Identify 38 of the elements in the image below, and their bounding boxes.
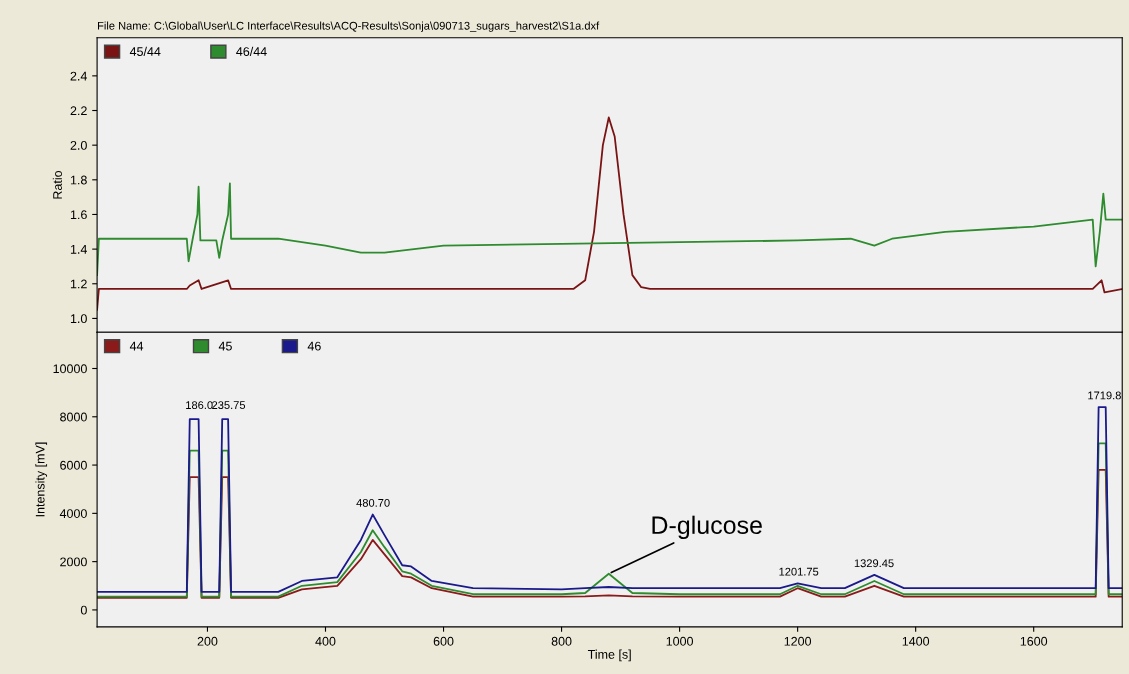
x-tick-label: 1600: [1020, 636, 1048, 646]
y-tick-label: 1.4: [70, 245, 88, 254]
y-tick-label: 10000: [53, 364, 87, 374]
y-tick-label: 1.8: [70, 175, 87, 185]
legend-label: 46: [307, 341, 321, 351]
annotation: 480.70: [356, 498, 390, 507]
legend-label: 44: [129, 341, 144, 351]
y-axis-title: Ratio: [52, 170, 62, 199]
x-axis-title: Time [s]: [587, 649, 631, 662]
y-tick-label: 1.6: [70, 210, 87, 220]
y-tick-label: 0: [80, 605, 87, 615]
y-tick-label: 2.4: [70, 71, 88, 81]
x-tick-label: 800: [551, 636, 572, 646]
legend-label: 46/44: [236, 46, 267, 56]
x-tick-label: 200: [197, 636, 218, 646]
y-tick-label: 6000: [60, 460, 87, 470]
x-tick-label: 1000: [666, 636, 694, 646]
y-tick-label: 4000: [59, 509, 87, 518]
legend-label: 45: [218, 341, 232, 351]
legend-label: 45/44: [129, 46, 161, 56]
x-tick-label: 400: [315, 636, 336, 646]
text: File Name: C:\Global\User\LC Interface\Results\ACQ-Results\Sonja\090713_sugars_harvest2\S1a.dxf: [98, 21, 600, 32]
annotation: 186.0: [186, 401, 213, 410]
y-tick-label: 2000: [60, 557, 87, 567]
y-tick-label: 8000: [60, 412, 87, 422]
y-tick-label: 2.2: [70, 106, 87, 116]
y-tick-label: 2.0: [70, 140, 87, 150]
x-tick-label: 1200: [784, 636, 812, 646]
annotation: 1719.8: [1088, 391, 1121, 400]
y-tick-label: 1.2: [70, 279, 87, 289]
x-tick-label: 600: [433, 636, 454, 646]
y-tick-label: 1.0: [70, 314, 87, 324]
x-tick-label: 1400: [902, 636, 930, 646]
annotation: 1329.45: [854, 559, 894, 568]
annotation: 235.75: [212, 401, 246, 410]
annotation: 1201.75: [779, 567, 819, 576]
y-axis-title: Intensity [mV]: [35, 442, 48, 517]
annotation: D-glucose: [652, 515, 762, 539]
